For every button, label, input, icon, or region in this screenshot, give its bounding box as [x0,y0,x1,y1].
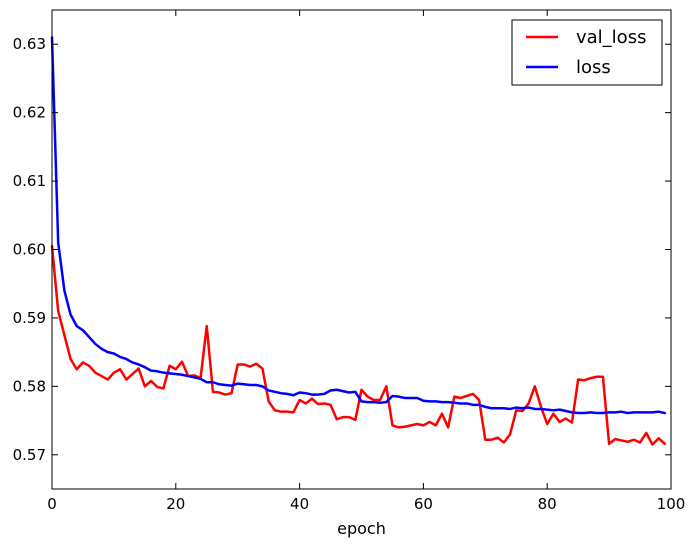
x-axis-label: epoch [337,519,386,538]
plot-background [52,10,671,489]
legend-label-val-loss: val_loss [576,27,646,48]
y-tick-label: 0.62 [13,104,46,122]
series-line-loss [50,36,667,415]
y-tick-label: 0.57 [13,446,46,464]
x-tick-label: 80 [538,495,557,513]
y-tick-label: 0.63 [13,35,46,53]
y-tick-label: 0.61 [13,172,46,190]
y-tick-label: 0.59 [13,309,46,327]
plot-area [52,10,671,489]
y-tick-label: 0.60 [13,241,46,259]
x-tick-label: 60 [414,495,433,513]
x-tick-label: 0 [47,495,57,513]
y-tick-label: 0.58 [13,377,46,395]
series-line-val-loss [50,244,667,446]
legend-label-loss: loss [576,57,611,78]
x-tick-label: 100 [657,495,686,513]
axes-layer: 0 20 40 60 80 100 0.57 0.58 0.59 0.60 0.61 0.62 0.63 [13,9,686,513]
legend-box [511,19,663,86]
x-tick-label: 40 [290,495,309,513]
series-layer [50,36,667,446]
x-tick-label: 20 [166,495,185,513]
